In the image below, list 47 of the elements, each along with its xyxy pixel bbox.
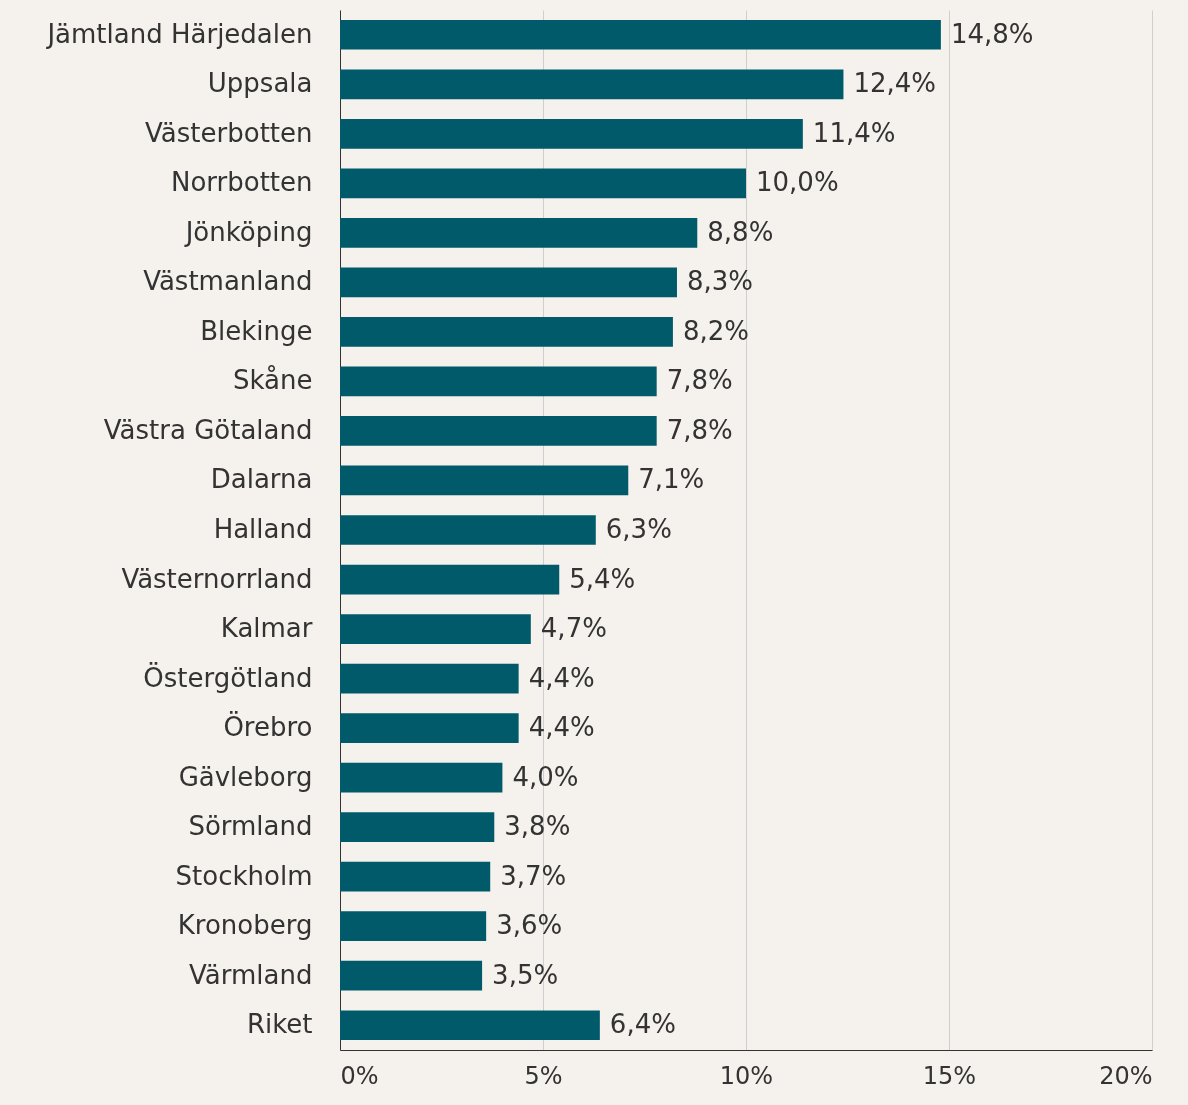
x-tick-label: 0% <box>340 1061 379 1090</box>
y-tick-label: Västerbotten <box>145 117 313 148</box>
data-label: 6,4% <box>609 1009 676 1040</box>
x-tick-label: 5% <box>524 1061 563 1090</box>
y-tick-label: Västra Götaland <box>103 414 313 445</box>
data-label: 7,8% <box>666 365 733 396</box>
data-label: 3,7% <box>500 860 567 891</box>
data-label: 7,8% <box>666 414 733 445</box>
data-label: 8,3% <box>686 266 754 297</box>
y-tick-label: Riket <box>246 1009 313 1040</box>
y-tick-label: Blekinge <box>200 315 313 346</box>
data-label: 5,4% <box>569 563 636 594</box>
y-tick-label: Örebro <box>223 711 313 743</box>
y-tick-label: Dalarna <box>210 464 313 495</box>
data-label: 4,4% <box>528 712 595 743</box>
data-label: 4,4% <box>528 662 595 693</box>
data-label: 8,2% <box>682 315 749 346</box>
data-label: 7,1% <box>638 464 705 495</box>
y-tick-label: Uppsala <box>207 68 313 99</box>
y-tick-label: Jämtland Härjedalen <box>45 18 313 49</box>
y-tick-label: Värmland <box>189 959 313 990</box>
data-label: 3,5% <box>492 959 559 990</box>
y-tick-label: Västmanland <box>143 266 313 297</box>
data-label: 4,7% <box>540 613 607 644</box>
y-tick-label: Stockholm <box>175 860 313 891</box>
data-label: 14,8% <box>950 18 1034 49</box>
data-label: 11,4% <box>812 117 896 148</box>
y-tick-label: Gävleborg <box>178 761 313 792</box>
data-label: 3,6% <box>496 910 563 941</box>
x-tick-label: 10% <box>719 1061 774 1090</box>
y-tick-label: Jönköping <box>183 216 313 247</box>
y-tick-label: Kronoberg <box>177 910 313 941</box>
data-label: 3,8% <box>504 811 571 842</box>
data-label: 10,0% <box>756 167 839 198</box>
y-tick-label: Östergötland <box>143 661 313 693</box>
data-label: 12,4% <box>853 68 937 99</box>
x-tick-label: 20% <box>1099 1061 1153 1090</box>
y-tick-label: Kalmar <box>220 613 313 644</box>
y-tick-label: Norrbotten <box>170 167 313 198</box>
x-tick-label: 15% <box>922 1061 977 1090</box>
data-label: 8,8% <box>707 216 774 247</box>
y-tick-label: Västernorrland <box>121 563 313 594</box>
y-tick-label: Skåne <box>232 365 313 396</box>
y-tick-label: Sörmland <box>188 811 313 842</box>
data-label: 6,3% <box>605 514 672 544</box>
y-tick-label: Halland <box>213 514 313 544</box>
data-label: 4,0% <box>512 761 579 792</box>
